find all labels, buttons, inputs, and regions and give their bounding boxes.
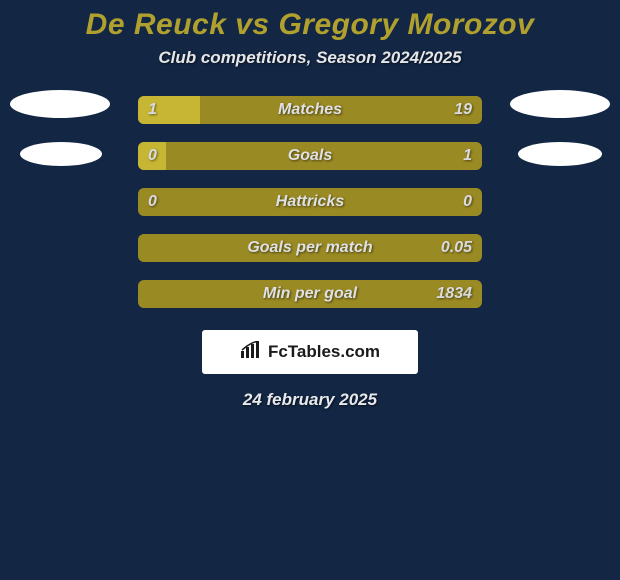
stat-value-right: 0.05 [441, 239, 472, 257]
stat-label: Min per goal [263, 285, 357, 303]
ellipse-right-2 [518, 142, 602, 166]
infographic-container: De Reuck vs Gregory Morozov Club competi… [0, 0, 620, 410]
stat-row: 1 Matches 19 [138, 96, 482, 124]
ellipse-right-1 [510, 90, 610, 118]
stat-value-left: 1 [148, 101, 157, 119]
stat-value-right: 19 [454, 101, 472, 119]
stat-label: Hattricks [276, 193, 344, 211]
stat-value-right: 1834 [436, 285, 472, 303]
stat-label: Goals per match [247, 239, 372, 257]
page-title: De Reuck vs Gregory Morozov [0, 8, 620, 42]
stat-value-right: 1 [463, 147, 472, 165]
source-badge-label: FcTables.com [268, 342, 380, 362]
stat-row: 0 Goals 1 [138, 142, 482, 170]
ellipse-left-1 [10, 90, 110, 118]
stat-row: 0 Hattricks 0 [138, 188, 482, 216]
comparison-chart: 1 Matches 19 0 Goals 1 0 Hattricks 0 Goals per ma… [0, 96, 620, 308]
stat-value-left: 0 [148, 193, 157, 211]
left-player-markers [10, 90, 110, 166]
ellipse-left-2 [20, 142, 102, 166]
stat-value-right: 0 [463, 193, 472, 211]
stat-label: Matches [278, 101, 342, 119]
source-badge[interactable]: FcTables.com [202, 330, 418, 374]
stat-row: Min per goal 1834 [138, 280, 482, 308]
stat-row: Goals per match 0.05 [138, 234, 482, 262]
barchart-icon [240, 341, 262, 364]
subtitle: Club competitions, Season 2024/2025 [0, 48, 620, 68]
stat-rows: 1 Matches 19 0 Goals 1 0 Hattricks 0 Goals per ma… [138, 96, 482, 308]
stat-label: Goals [288, 147, 332, 165]
right-player-markers [510, 90, 610, 166]
date-label: 24 february 2025 [0, 390, 620, 410]
stat-value-left: 0 [148, 147, 157, 165]
